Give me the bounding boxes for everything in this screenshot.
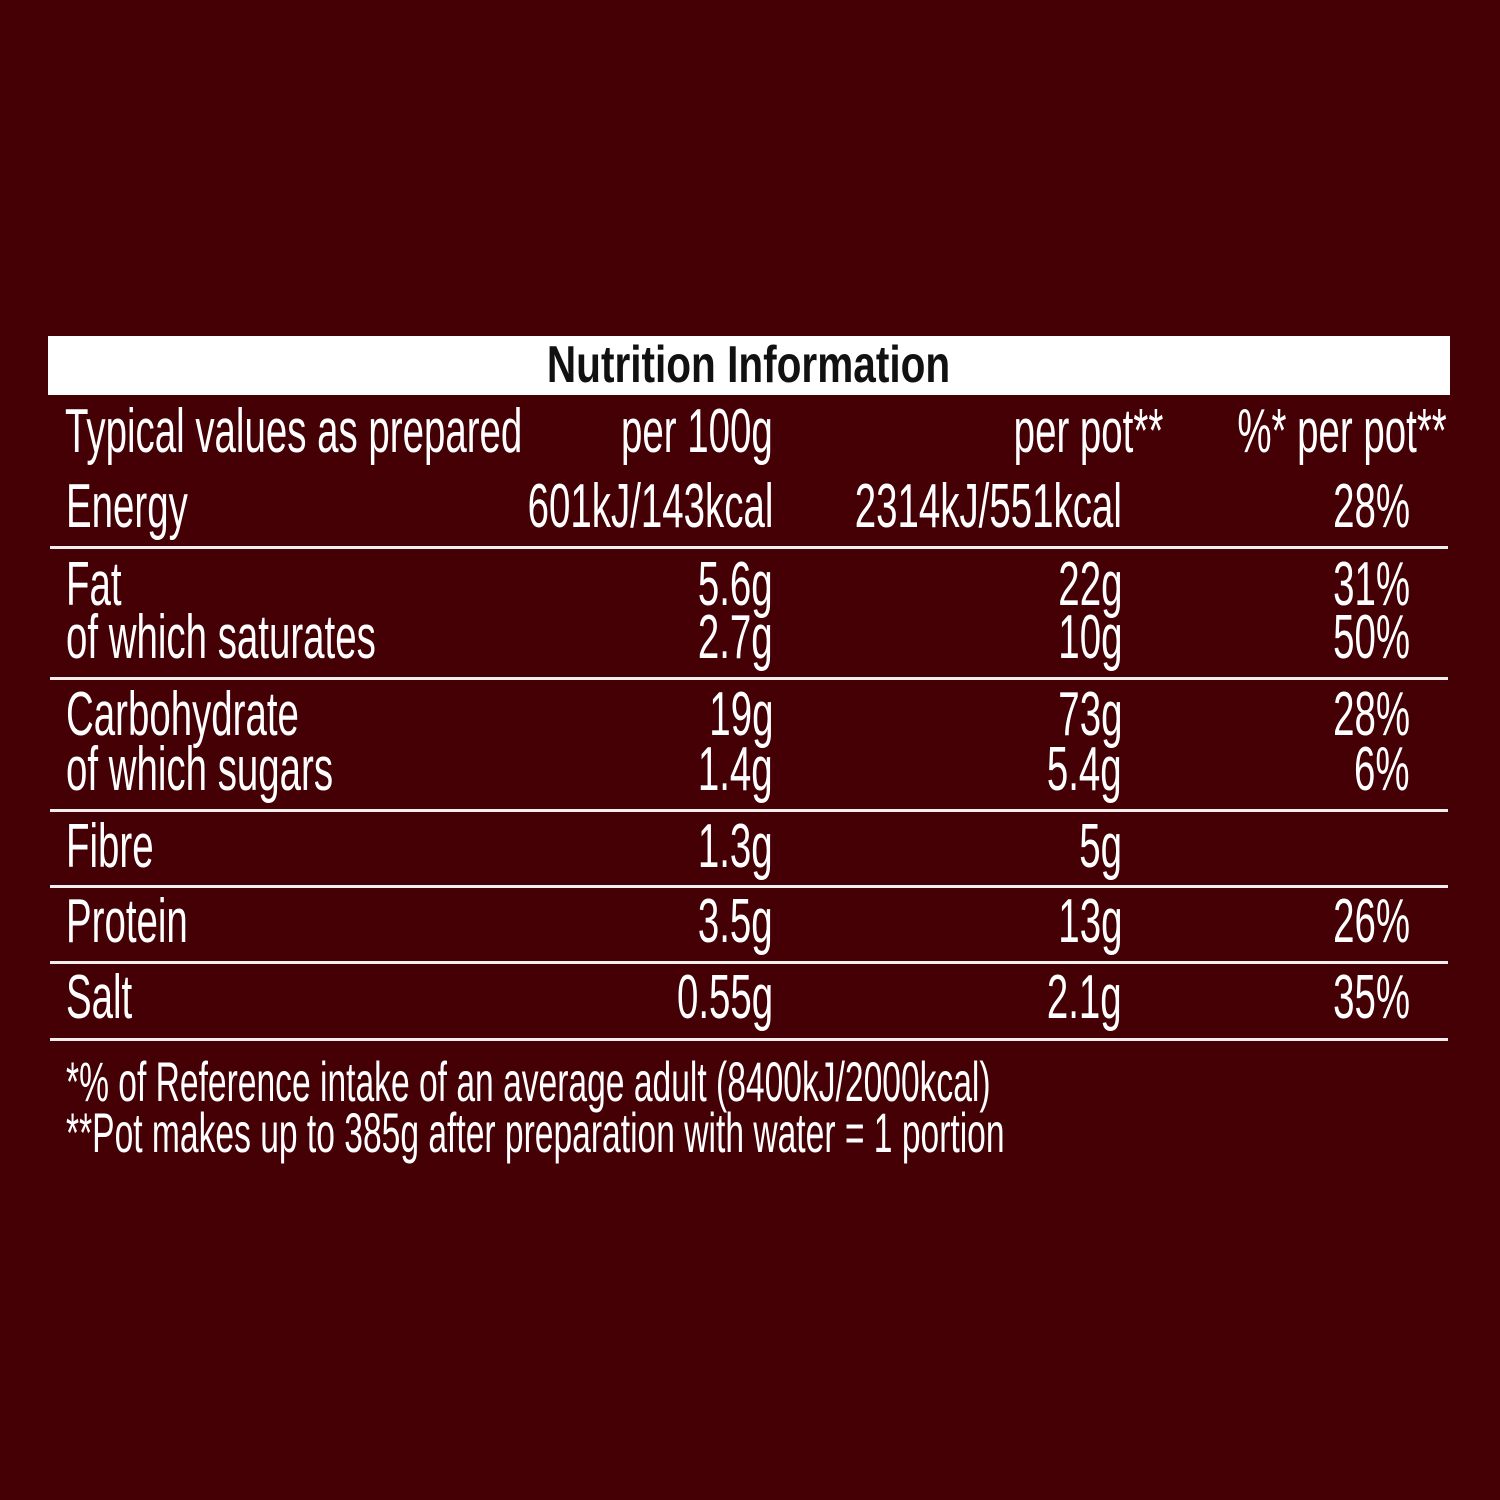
value-ri-percent: 6% [1354,735,1410,804]
value-per-pot: 2314kJ/551kcal [854,472,1122,541]
footnote-reference-intake: *% of Reference intake of an average adu… [66,1050,991,1113]
value-per-pot: 2.1g [1047,963,1122,1032]
value-per-100g: 1.4g [698,735,773,804]
value-ri-percent: 31% [1333,550,1410,619]
value-per-100g: 0.55g [676,963,773,1032]
table-title-text: Nutrition Information [547,336,951,394]
value-ri-percent: 35% [1333,963,1410,1032]
nutrient-name: Protein [66,887,188,956]
value-per-100g: 3.5g [698,887,773,956]
divider [50,677,1448,680]
value-per-pot: 13g [1057,887,1122,956]
value-per-100g: 1.3g [698,812,773,881]
nutrient-name: Fibre [66,812,154,881]
header-label: Typical values as prepared [65,397,523,466]
header-ri-per-pot: %* per pot** [1237,397,1447,466]
nutrient-name: Salt [66,963,133,1032]
value-ri-percent: 50% [1333,603,1410,672]
nutrient-name: of which saturates [66,603,376,672]
nutrient-name: Carbohydrate [66,680,299,749]
value-per-pot: 5g [1079,812,1122,881]
value-ri-percent: 28% [1333,680,1410,749]
divider [50,961,1448,964]
title-banner: Nutrition Information [48,336,1450,395]
nutrient-name: Fat [66,550,122,619]
divider [50,885,1448,888]
value-per-100g: 19g [708,680,773,749]
value-per-100g: 5.6g [698,550,773,619]
value-per-pot: 22g [1057,550,1122,619]
header-per-100g: per 100g [621,397,773,466]
header-per-pot: per pot** [1013,397,1163,466]
value-per-pot: 5.4g [1047,735,1122,804]
nutrient-name: Energy [66,472,188,541]
table-title: Nutrition Information [48,336,1450,395]
divider [50,809,1448,812]
value-per-100g: 2.7g [698,603,773,672]
value-ri-percent: 26% [1333,887,1410,956]
nutrient-name: of which sugars [66,735,334,804]
value-ri-percent: 28% [1333,472,1410,541]
footnote-pot-portion: **Pot makes up to 385g after preparation… [66,1101,1005,1164]
divider [50,546,1448,549]
value-per-pot: 10g [1057,603,1122,672]
divider [50,1038,1448,1041]
value-per-pot: 73g [1057,680,1122,749]
value-per-100g: 601kJ/143kcal [527,472,773,541]
